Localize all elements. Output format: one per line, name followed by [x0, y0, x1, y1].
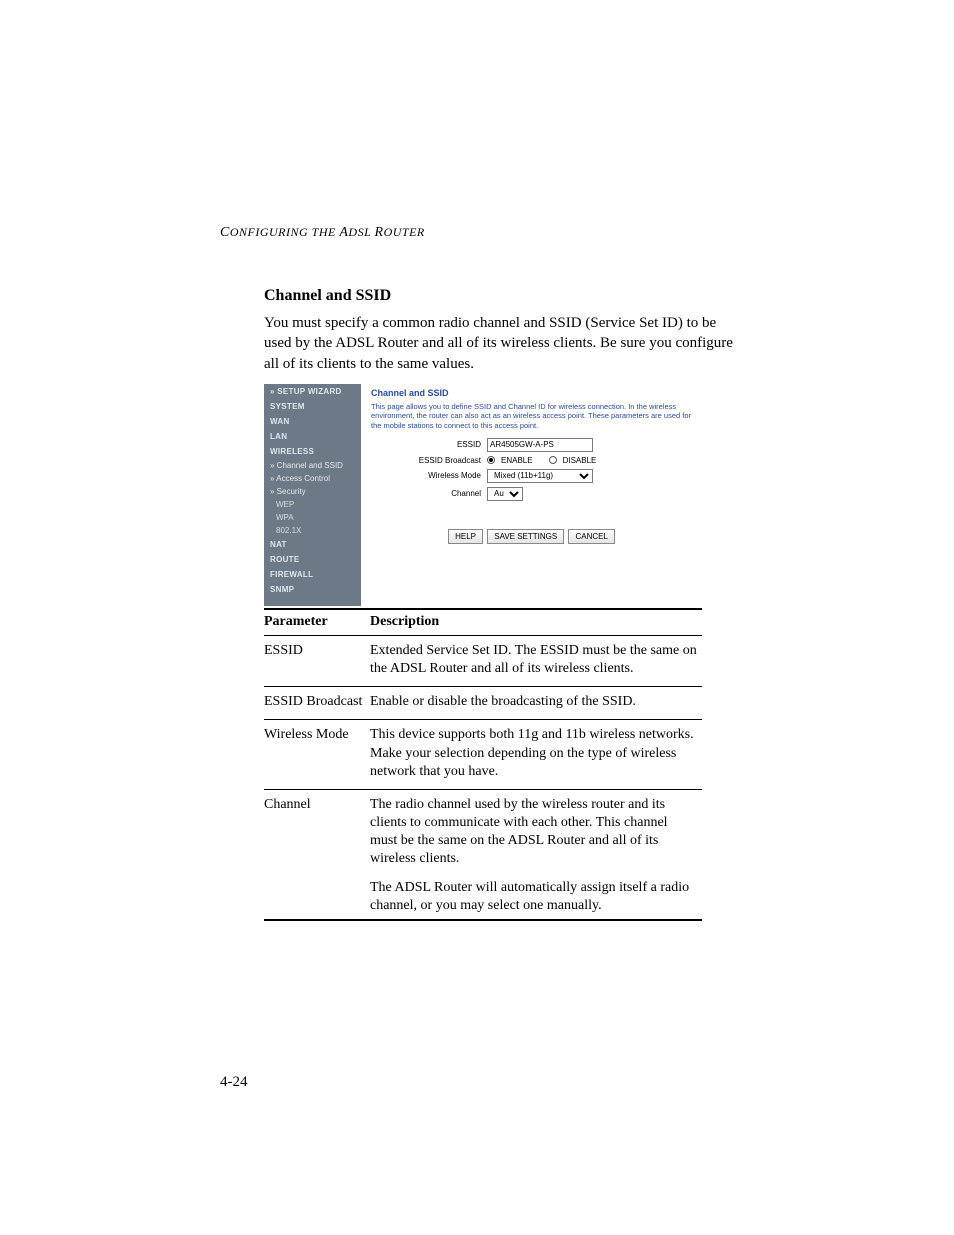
channel-label: Channel [371, 489, 487, 498]
broadcast-label: ESSID Broadcast [371, 456, 487, 465]
cell-desc: This device supports both 11g and 11b wi… [370, 720, 702, 790]
row-essid: ESSID [371, 438, 692, 452]
broadcast-enable-label: ENABLE [501, 456, 533, 465]
broadcast-enable-radio[interactable] [487, 456, 495, 464]
nav-wep[interactable]: WEP [264, 498, 361, 511]
cell-desc-p1: The radio channel used by the wireless r… [370, 796, 698, 869]
nav-wireless[interactable]: WIRELESS [264, 444, 361, 459]
nav-access-control[interactable]: » Access Control [264, 472, 361, 485]
nav-firewall[interactable]: FIREWALL [264, 567, 361, 582]
broadcast-disable-label: DISABLE [563, 456, 597, 465]
nav-nat[interactable]: NAT [264, 537, 361, 552]
page-header: CONFIGURING THE ADSL ROUTER [220, 225, 734, 241]
router-panel-desc: This page allows you to define SSID and … [371, 402, 692, 430]
section-intro: You must specify a common radio channel … [264, 313, 734, 374]
section-heading: Channel and SSID [264, 287, 734, 305]
nav-setup-wizard[interactable]: » SETUP WIZARD [264, 384, 361, 399]
essid-label: ESSID [371, 440, 487, 449]
nav-route[interactable]: ROUTE [264, 552, 361, 567]
cell-desc: The radio channel used by the wireless r… [370, 789, 702, 920]
nav-wan[interactable]: WAN [264, 414, 361, 429]
cell-param: Wireless Mode [264, 720, 370, 790]
save-settings-button[interactable]: SAVE SETTINGS [487, 529, 564, 544]
parameter-table: Parameter Description ESSID Extended Ser… [264, 608, 702, 921]
th-parameter: Parameter [264, 609, 370, 636]
cell-desc: Extended Service Set ID. The ESSID must … [370, 635, 702, 686]
channel-select[interactable]: Auto [487, 487, 523, 501]
row-essid-broadcast: ESSID Broadcast ENABLE DISABLE [371, 456, 692, 465]
cell-desc: Enable or disable the broadcasting of th… [370, 687, 702, 720]
table-row: ESSID Extended Service Set ID. The ESSID… [264, 635, 702, 686]
mode-select[interactable]: Mixed (11b+11g) [487, 469, 593, 483]
nav-security[interactable]: » Security [264, 485, 361, 498]
cell-param: Channel [264, 789, 370, 920]
nav-system[interactable]: SYSTEM [264, 399, 361, 414]
cell-param: ESSID [264, 635, 370, 686]
cancel-button[interactable]: CANCEL [568, 529, 614, 544]
help-button[interactable]: HELP [448, 529, 483, 544]
nav-snmp[interactable]: SNMP [264, 582, 361, 597]
router-main-panel: Channel and SSID This page allows you to… [361, 384, 702, 606]
row-channel: Channel Auto [371, 487, 692, 501]
row-wireless-mode: Wireless Mode Mixed (11b+11g) [371, 469, 692, 483]
router-admin-screenshot: » SETUP WIZARD SYSTEM WAN LAN WIRELESS »… [264, 384, 702, 606]
page-number: 4-24 [220, 1074, 248, 1091]
mode-label: Wireless Mode [371, 471, 487, 480]
router-panel-title: Channel and SSID [371, 388, 692, 398]
nav-lan[interactable]: LAN [264, 429, 361, 444]
th-description: Description [370, 609, 702, 636]
table-row: Wireless Mode This device supports both … [264, 720, 702, 790]
table-row: ESSID Broadcast Enable or disable the br… [264, 687, 702, 720]
nav-wpa[interactable]: WPA [264, 511, 361, 524]
cell-desc-p2: The ADSL Router will automatically assig… [370, 879, 698, 915]
broadcast-disable-radio[interactable] [549, 456, 557, 464]
cell-param: ESSID Broadcast [264, 687, 370, 720]
table-row: Channel The radio channel used by the wi… [264, 789, 702, 920]
router-button-row: HELP SAVE SETTINGS CANCEL [371, 529, 692, 544]
nav-8021x[interactable]: 802.1X [264, 524, 361, 537]
router-sidebar: » SETUP WIZARD SYSTEM WAN LAN WIRELESS »… [264, 384, 361, 606]
essid-input[interactable] [487, 438, 593, 452]
table-end-row [264, 920, 702, 921]
nav-channel-ssid[interactable]: » Channel and SSID [264, 459, 361, 472]
